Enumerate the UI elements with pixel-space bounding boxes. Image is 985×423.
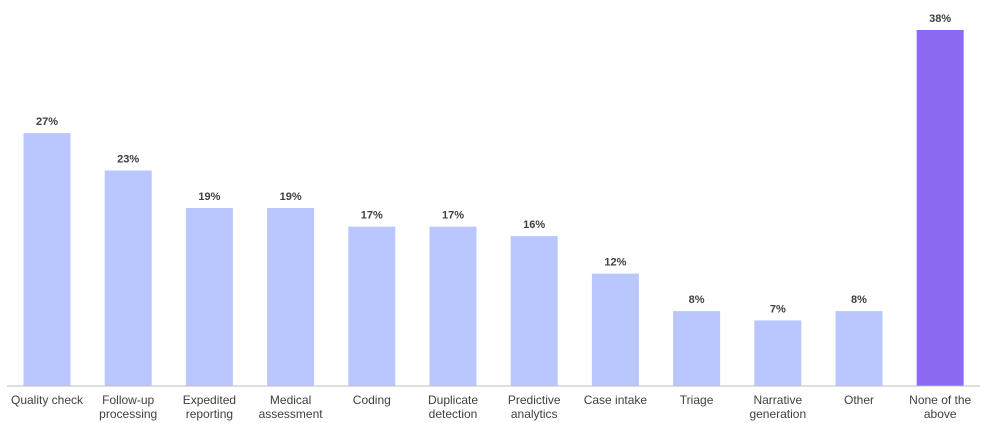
bar xyxy=(429,226,477,386)
data-label: 7% xyxy=(770,303,786,315)
category-labels-group: Quality check Follow-up processing Expedite… xyxy=(11,393,972,421)
data-label: 38% xyxy=(929,13,951,25)
data-label: 23% xyxy=(117,154,139,166)
category-label: Expedited reporting xyxy=(183,393,236,421)
data-label: 8% xyxy=(689,294,705,306)
category-label: Quality check xyxy=(11,393,84,407)
category-label: Triage xyxy=(680,393,714,407)
category-label: Narrative generation xyxy=(749,393,806,421)
category-label: Medical assessment xyxy=(259,393,324,421)
data-label: 17% xyxy=(361,210,383,222)
bar xyxy=(185,208,233,386)
bar xyxy=(916,30,964,386)
category-label: Predictive analytics xyxy=(508,393,561,421)
category-label: Duplicate detection xyxy=(428,393,478,421)
category-label: Other xyxy=(844,393,874,407)
category-label: Follow-up processing xyxy=(99,393,157,421)
value-labels-group: 27% 23% 19% 19% 17% 17% 16% 12% 8% 7% 8% 38% xyxy=(36,13,951,315)
bar xyxy=(754,320,802,386)
data-label: 17% xyxy=(442,210,464,222)
bar xyxy=(23,133,71,386)
category-label: None of the above xyxy=(909,393,971,421)
data-label: 12% xyxy=(604,257,626,269)
data-label: 16% xyxy=(523,219,545,231)
bar xyxy=(510,236,558,386)
data-label: 19% xyxy=(280,191,302,203)
data-label: 19% xyxy=(198,191,220,203)
data-label: 8% xyxy=(851,294,867,306)
bar xyxy=(104,170,152,386)
category-label: Coding xyxy=(353,393,391,407)
data-label: 27% xyxy=(36,116,58,128)
bar xyxy=(673,311,721,386)
category-label: Case intake xyxy=(584,393,648,407)
bar xyxy=(348,226,396,386)
bar xyxy=(591,273,639,386)
bar xyxy=(835,311,883,386)
bar xyxy=(267,208,315,386)
bars-group xyxy=(23,30,964,386)
